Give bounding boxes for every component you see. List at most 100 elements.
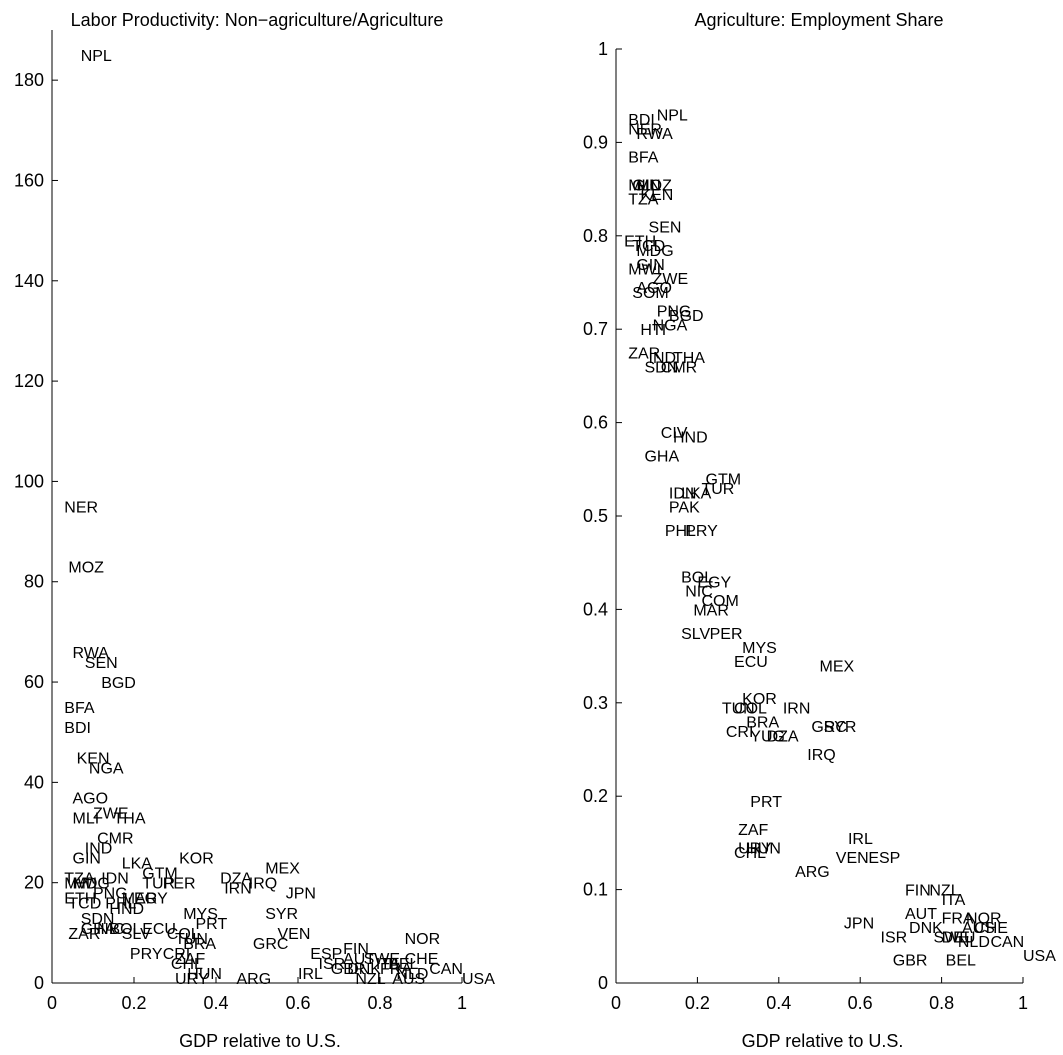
point-sen: SEN [649, 219, 682, 236]
point-tcd: TCD [632, 238, 665, 255]
point-fra: FRA [380, 961, 412, 978]
point-idn: IDN [101, 871, 129, 888]
point-tur: TUR [701, 481, 734, 498]
point-lka: LKA [681, 486, 712, 503]
y-tick-label: 0 [598, 973, 608, 993]
point-irn: IRN [224, 881, 252, 898]
point-bol: BOL [109, 921, 141, 938]
point-npl: NPL [657, 107, 688, 124]
point-mys: MYS [742, 640, 777, 657]
point-isr: ISR [881, 929, 908, 946]
point-ury: URY [175, 971, 209, 988]
point-chl: CHL [171, 956, 203, 973]
point-tha: THA [673, 350, 705, 367]
point-fin: FIN [905, 883, 931, 900]
x-axis-label: GDP relative to U.S. [179, 1031, 341, 1051]
point-com: COM [701, 593, 738, 610]
point-phl: PHL [105, 896, 136, 913]
point-nld: NLD [958, 934, 990, 951]
point-eth: ETH [64, 891, 96, 908]
point-tcd: TCD [68, 896, 101, 913]
x-tick-label: 0.4 [203, 993, 228, 1013]
x-tick-label: 0 [611, 993, 621, 1013]
point-ind: IND [649, 350, 677, 367]
point-zar: ZAR [628, 346, 660, 363]
point-grc: GRC [253, 936, 289, 953]
point-rwa: RWA [73, 645, 110, 662]
point-kor: KOR [179, 851, 214, 868]
point-sdn: SDN [81, 911, 115, 928]
chart-title: Labor Productivity: Non−agriculture/Agri… [71, 10, 444, 30]
point-civ: CIV [661, 425, 688, 442]
point-bgd: BGD [101, 675, 136, 692]
point-col: COL [167, 926, 200, 943]
point-zwe: ZWE [653, 271, 689, 288]
y-tick-label: 40 [24, 772, 44, 792]
point-ner: NER [64, 500, 98, 517]
point-slv: SLV [122, 926, 151, 943]
x-tick-label: 0.8 [367, 993, 392, 1013]
point-gbr: GBR [893, 953, 928, 970]
point-moz: MOZ [68, 560, 104, 577]
x-axis-label: GDP relative to U.S. [742, 1031, 904, 1051]
point-chl: CHL [734, 845, 766, 862]
point-nga: NGA [89, 760, 124, 777]
point-ita: ITA [376, 956, 400, 973]
point-tur: TUR [142, 876, 175, 893]
x-tick-label: 0.6 [285, 993, 310, 1013]
point-gin: GIN [73, 851, 101, 868]
point-mdg: MDG [73, 876, 110, 893]
point-ken: KEN [640, 187, 673, 204]
point-yug: YUG [750, 728, 785, 745]
point-aus: AUS [962, 920, 995, 937]
point-irq: IRQ [249, 876, 277, 893]
point-zar: ZAR [68, 926, 100, 943]
point-esp: ESP [868, 850, 900, 867]
y-tick-label: 180 [14, 70, 44, 90]
x-tick-label: 0.2 [121, 993, 146, 1013]
point-mli: MLI [628, 177, 655, 194]
point-arg: ARG [795, 864, 830, 881]
y-tick-label: 0.5 [583, 506, 608, 526]
x-tick-label: 0.2 [685, 993, 710, 1013]
point-gtm: GTM [142, 866, 178, 883]
point-moz: MOZ [636, 177, 672, 194]
y-tick-label: 120 [14, 371, 44, 391]
point-ven: VEN [278, 926, 311, 943]
point-bdi: BDI [64, 720, 91, 737]
point-usa: USA [462, 971, 495, 988]
point-esp: ESP [310, 946, 342, 963]
point-ind: IND [85, 841, 113, 858]
point-syr: SYR [824, 719, 857, 736]
point-per: PER [163, 876, 196, 893]
point-can: CAN [990, 934, 1024, 951]
point-ury: URY [738, 841, 772, 858]
point-swe: SWE [933, 929, 969, 946]
chart-title: Agriculture: Employment Share [694, 10, 943, 30]
point-gha: GHA [644, 448, 679, 465]
point-phl: PHL [665, 523, 696, 540]
point-ven: VEN [836, 850, 869, 867]
chart-panel-2: Agriculture: Employment Share GDP relativ… [583, 10, 1056, 1051]
point-nga: NGA [653, 318, 688, 335]
point-pry: PRY [130, 946, 163, 963]
point-nic: NIC [685, 584, 713, 601]
point-syr: SYR [265, 906, 298, 923]
point-ner: NER [628, 121, 662, 138]
point-bdi: BDI [628, 112, 655, 129]
point-fra: FRA [942, 911, 974, 928]
point-mdg: MDG [636, 243, 673, 260]
point-lka: LKA [122, 856, 153, 873]
y-tick-label: 0.7 [583, 319, 608, 339]
y-tick-label: 1 [598, 39, 608, 59]
point-aut: AUT [905, 906, 937, 923]
point-gha: GHA [81, 921, 116, 938]
point-sen: SEN [85, 655, 118, 672]
point-ago: AGO [73, 790, 109, 807]
x-tick-label: 0 [47, 993, 57, 1013]
point-npl: NPL [81, 48, 112, 65]
point-kor: KOR [742, 691, 777, 708]
point-irn: IRN [783, 700, 811, 717]
point-zwe: ZWE [93, 805, 129, 822]
point-mli: MLI [73, 810, 100, 827]
